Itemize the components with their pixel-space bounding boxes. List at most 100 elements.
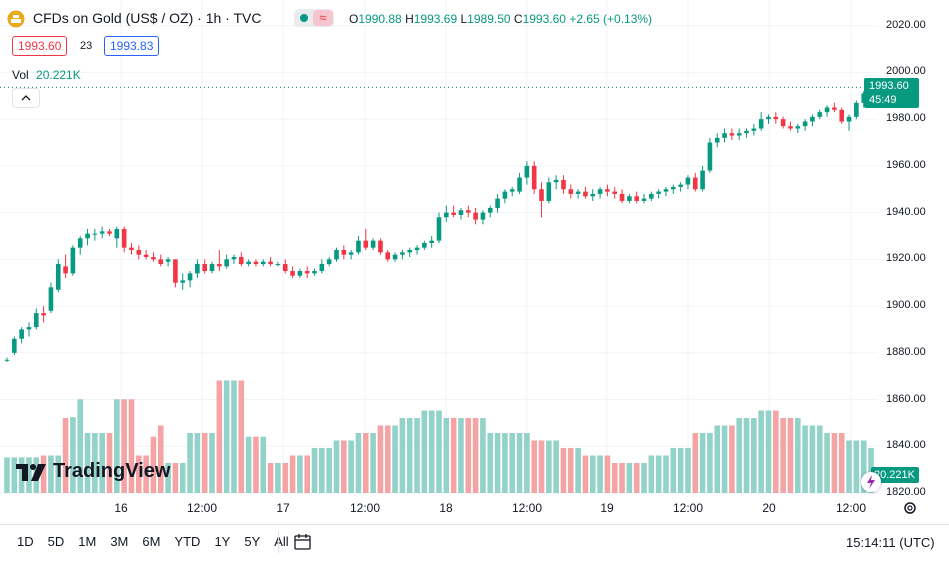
price-tick: 1960.00 — [886, 158, 926, 171]
candle-body — [473, 212, 478, 220]
candle-body — [224, 259, 229, 267]
volume-bar — [135, 455, 142, 493]
volume-bar — [531, 440, 537, 493]
range-button-1y[interactable]: 1Y — [214, 534, 231, 549]
volume-bar — [216, 380, 223, 493]
candle-body — [612, 191, 618, 194]
candle-body — [568, 189, 574, 194]
compare-range-icon[interactable] — [292, 531, 314, 553]
candle-body — [736, 133, 742, 136]
candle-body — [348, 252, 354, 255]
volume-bar — [831, 433, 838, 493]
candle-body — [714, 137, 720, 143]
candle-body — [846, 116, 852, 122]
volume-bar — [106, 433, 113, 493]
candle-body — [729, 133, 735, 136]
candle-body — [180, 280, 186, 283]
candle-body — [12, 338, 17, 353]
volume-bar — [560, 448, 567, 493]
candle-body — [561, 179, 566, 190]
candle-body — [400, 252, 405, 255]
time-tick: 20 — [762, 501, 776, 515]
volume-bar — [443, 418, 450, 493]
volume-bar — [11, 457, 18, 493]
volume-bar — [502, 433, 508, 493]
volume-bar — [150, 436, 157, 493]
volume-bar — [538, 440, 545, 493]
range-button-1m[interactable]: 1M — [78, 534, 97, 549]
candle-body — [627, 196, 632, 201]
range-button-5y[interactable]: 5Y — [244, 534, 261, 549]
candle-body — [385, 252, 391, 260]
candle-body — [854, 102, 859, 117]
lightning-icon[interactable] — [861, 472, 881, 492]
candle-body — [4, 359, 10, 361]
volume-bar — [399, 418, 406, 493]
volume-bar — [245, 436, 252, 493]
volume-bar — [743, 418, 750, 493]
volume-bar — [860, 440, 867, 493]
volume-bar — [765, 410, 772, 493]
volume-bar — [304, 455, 311, 493]
candle-body — [392, 254, 398, 260]
range-button-all[interactable]: All — [274, 534, 289, 549]
volume-bar — [824, 433, 830, 493]
time-tick: 12:00 — [672, 501, 704, 515]
volume-bar — [589, 455, 596, 493]
candle-body — [107, 231, 112, 234]
candle-body — [370, 240, 376, 248]
candle-body — [297, 271, 303, 276]
range-button-6m[interactable]: 6M — [142, 534, 161, 549]
candle-body — [605, 189, 610, 192]
candle-body — [780, 119, 786, 127]
candle-body — [195, 264, 200, 274]
candle-body — [253, 261, 259, 265]
range-button-3m[interactable]: 3M — [110, 534, 129, 549]
candle-body — [458, 210, 464, 215]
volume-bar — [685, 448, 691, 493]
settings-gear-icon[interactable] — [901, 499, 921, 519]
volume-bar — [524, 433, 530, 493]
time-tick: 18 — [439, 501, 453, 515]
candle-body — [692, 177, 698, 190]
candle-body — [575, 191, 581, 194]
utc-clock[interactable]: 15:14:11 (UTC) — [846, 535, 935, 550]
price-tick: 2000.00 — [886, 65, 926, 78]
volume-bar — [626, 463, 633, 493]
market-open-dot-icon[interactable] — [300, 14, 308, 22]
volume-bar — [267, 463, 274, 493]
volume-bar — [55, 455, 62, 493]
volume-bar — [48, 455, 54, 493]
price-tick: 1920.00 — [886, 252, 926, 265]
price-tick: 1940.00 — [886, 205, 926, 218]
candle-body — [832, 107, 837, 110]
sell-button[interactable]: 1993.60 — [12, 36, 68, 56]
buy-button[interactable]: 1993.83 — [104, 36, 160, 56]
volume-bar — [633, 463, 640, 493]
volume-legend: Vol 20.221K — [12, 68, 81, 82]
candle-body — [641, 198, 647, 201]
range-button-1d[interactable]: 1D — [17, 534, 34, 549]
volume-bar — [194, 433, 201, 493]
collapse-chevron-icon[interactable] — [12, 88, 40, 108]
volume-bar — [84, 433, 91, 493]
range-button-5d[interactable]: 5D — [47, 534, 65, 549]
candle-body — [839, 109, 845, 122]
volume-bar — [297, 455, 303, 493]
volume-bar — [494, 433, 501, 493]
volume-bars — [4, 380, 874, 493]
candle-body — [414, 247, 420, 251]
range-button-ytd[interactable]: YTD — [174, 534, 201, 549]
volume-bar — [597, 455, 603, 493]
volume-bar — [348, 440, 354, 493]
chart-title[interactable]: CFDs on Gold (US$ / OZ) · 1h · TVC — [33, 10, 262, 26]
volume-bar — [516, 433, 523, 493]
delayed-data-icon[interactable]: ≈ — [313, 10, 333, 26]
time-tick: 12:00 — [349, 501, 381, 515]
candle-body — [444, 212, 449, 218]
volume-bar — [128, 399, 135, 493]
volume-bar — [114, 399, 120, 493]
gold-coin-icon — [6, 9, 26, 29]
volume-bar — [238, 380, 245, 493]
